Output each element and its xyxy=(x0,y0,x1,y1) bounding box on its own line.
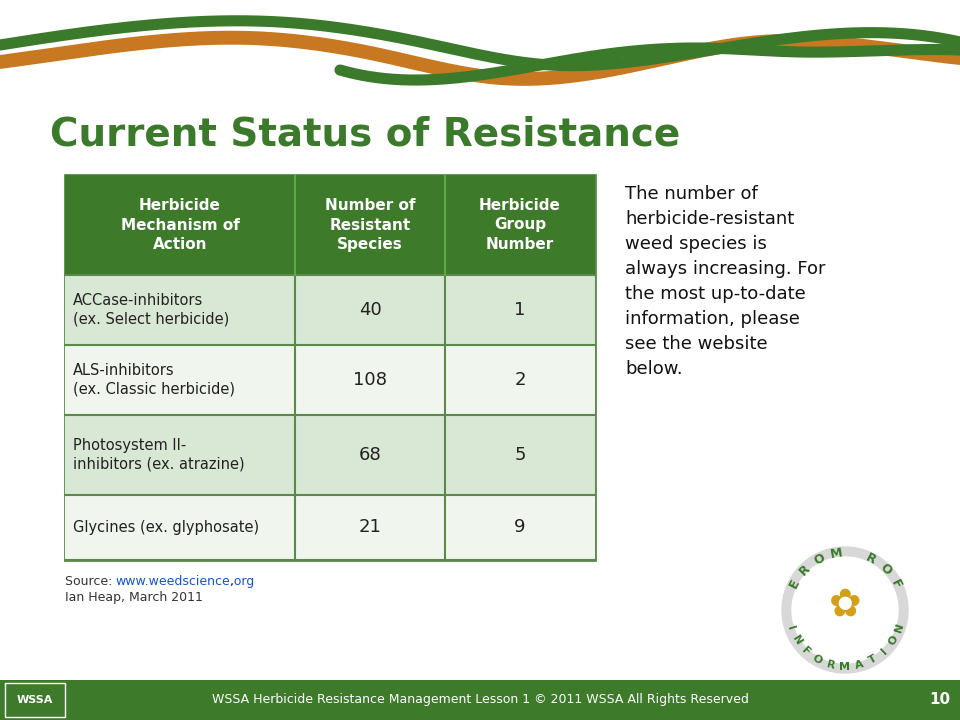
Text: 1: 1 xyxy=(515,301,526,319)
Text: 10: 10 xyxy=(929,693,950,708)
Text: 68: 68 xyxy=(359,446,381,464)
Text: 5: 5 xyxy=(515,446,526,464)
Text: M: M xyxy=(839,662,851,672)
Text: O: O xyxy=(876,562,894,578)
Text: 108: 108 xyxy=(353,371,387,389)
FancyBboxPatch shape xyxy=(65,175,595,275)
Text: O: O xyxy=(886,634,900,647)
Text: R: R xyxy=(797,562,813,577)
Text: N: N xyxy=(893,621,905,634)
Text: Current Status of Resistance: Current Status of Resistance xyxy=(50,115,681,153)
Text: Glycines (ex. glyphosate): Glycines (ex. glyphosate) xyxy=(73,520,259,535)
Text: WSSA: WSSA xyxy=(17,695,53,705)
Text: Source:: Source: xyxy=(65,575,116,588)
FancyBboxPatch shape xyxy=(5,683,65,717)
Text: 9: 9 xyxy=(515,518,526,536)
Text: ✿: ✿ xyxy=(828,586,861,624)
Text: 2: 2 xyxy=(515,371,526,389)
Text: 21: 21 xyxy=(359,518,381,536)
Text: R: R xyxy=(826,660,836,671)
Text: 40: 40 xyxy=(359,301,381,319)
Text: E: E xyxy=(786,577,802,591)
Text: The number of
herbicide-resistant
weed species is
always increasing. For
the mos: The number of herbicide-resistant weed s… xyxy=(625,185,826,378)
FancyBboxPatch shape xyxy=(65,175,595,560)
Text: O: O xyxy=(811,551,827,567)
Text: ACCase-inhibitors
(ex. Select herbicide): ACCase-inhibitors (ex. Select herbicide) xyxy=(73,293,229,327)
FancyBboxPatch shape xyxy=(65,275,595,345)
Text: Number of
Resistant
Species: Number of Resistant Species xyxy=(324,198,416,252)
FancyBboxPatch shape xyxy=(65,345,595,415)
Text: I: I xyxy=(785,624,796,631)
FancyBboxPatch shape xyxy=(65,495,595,560)
Text: Photosystem II-
inhibitors (ex. atrazine): Photosystem II- inhibitors (ex. atrazine… xyxy=(73,438,245,472)
Text: I: I xyxy=(879,647,889,657)
FancyBboxPatch shape xyxy=(0,680,960,720)
Text: www.weedscience.org: www.weedscience.org xyxy=(115,575,254,588)
FancyBboxPatch shape xyxy=(65,415,595,495)
Text: ,: , xyxy=(230,575,234,588)
Text: F: F xyxy=(888,577,903,591)
Text: A: A xyxy=(853,660,865,671)
Circle shape xyxy=(792,557,898,663)
Text: WSSA Herbicide Resistance Management Lesson 1 © 2011 WSSA All Rights Reserved: WSSA Herbicide Resistance Management Les… xyxy=(211,693,749,706)
Text: Herbicide
Group
Number: Herbicide Group Number xyxy=(479,198,561,252)
Circle shape xyxy=(782,547,908,673)
Text: N: N xyxy=(790,634,804,647)
Text: R: R xyxy=(864,552,878,567)
Text: O: O xyxy=(811,653,824,667)
Circle shape xyxy=(780,545,910,675)
Text: F: F xyxy=(800,645,812,658)
Text: Herbicide
Mechanism of
Action: Herbicide Mechanism of Action xyxy=(121,198,239,252)
Text: M: M xyxy=(828,546,843,561)
Text: T: T xyxy=(867,654,878,666)
Text: ALS-inhibitors
(ex. Classic herbicide): ALS-inhibitors (ex. Classic herbicide) xyxy=(73,363,235,397)
Text: Ian Heap, March 2011: Ian Heap, March 2011 xyxy=(65,591,203,604)
